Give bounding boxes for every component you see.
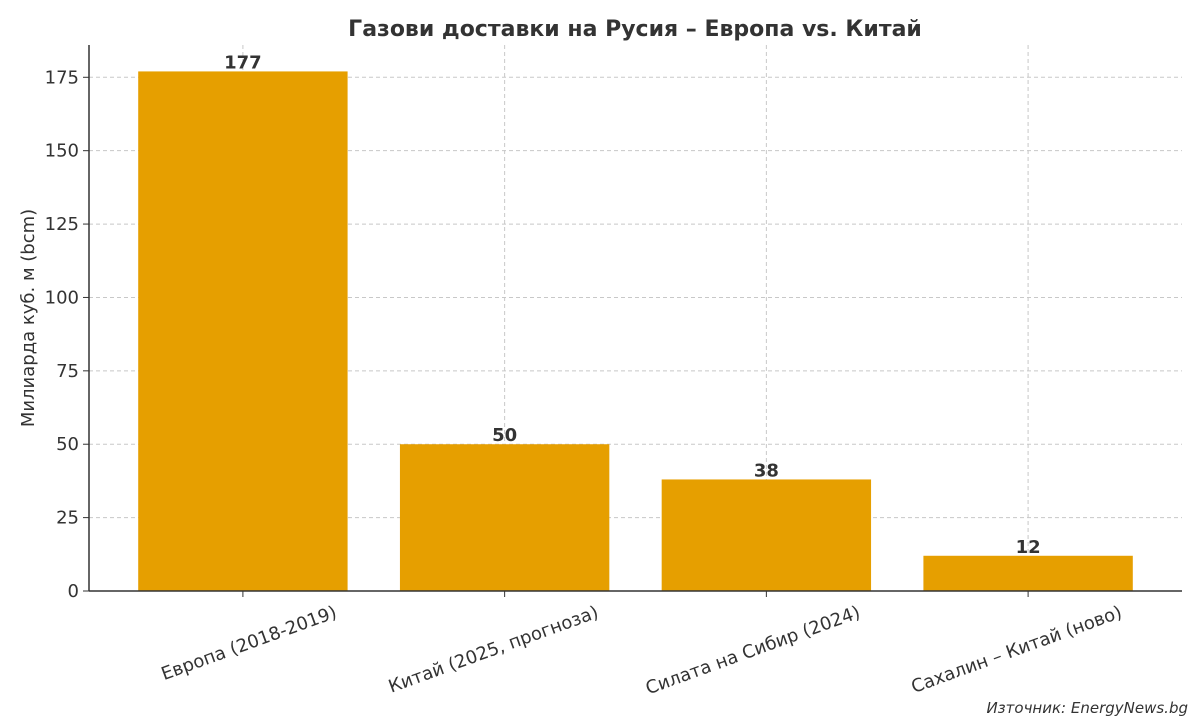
x-tick-label: Сахалин – Китай (ново)	[908, 602, 1124, 698]
bar	[923, 555, 1133, 591]
bar	[138, 71, 348, 591]
y-tick-label: 50	[56, 434, 79, 455]
chart-title: Газови доставки на Русия – Европа vs. Ки…	[348, 17, 922, 42]
y-tick-label: 0	[68, 581, 79, 602]
x-tick-label: Китай (2025, прогноза)	[386, 602, 602, 698]
y-axis-label: Милиарда куб. м (bcm)	[18, 209, 39, 427]
x-tick-label: Силата на Сибир (2024)	[643, 602, 863, 699]
bar	[399, 444, 610, 591]
data-label: 38	[754, 460, 779, 481]
y-tick-label: 75	[56, 361, 79, 382]
bar	[661, 479, 872, 591]
y-tick-label: 100	[45, 287, 79, 308]
source-note: Източник: EnergyNews.bg	[986, 699, 1188, 717]
data-label: 177	[224, 52, 262, 73]
y-tick-label: 125	[45, 214, 79, 235]
y-tick-label: 150	[45, 141, 79, 162]
y-tick-label: 25	[56, 508, 79, 529]
y-tick-label: 175	[45, 67, 79, 88]
x-tick-label: Европа (2018-2019)	[158, 602, 339, 685]
data-label: 50	[492, 425, 517, 446]
data-label: 12	[1016, 537, 1041, 558]
